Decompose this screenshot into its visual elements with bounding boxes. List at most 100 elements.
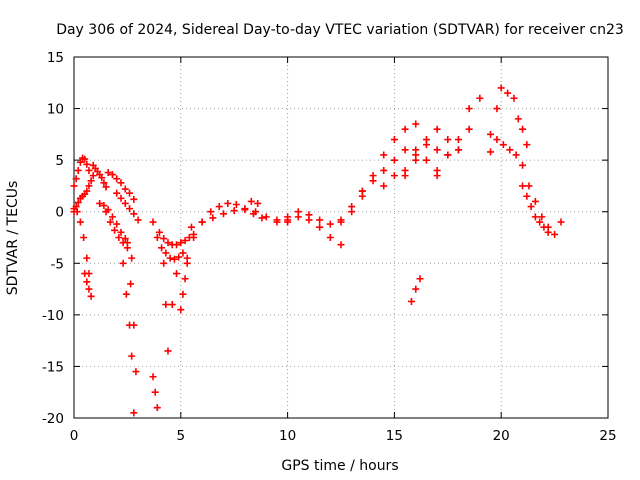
data-point xyxy=(538,213,546,221)
x-tick-label: 15 xyxy=(386,428,403,444)
data-point xyxy=(207,208,215,216)
data-point xyxy=(247,197,255,205)
data-point xyxy=(113,175,121,183)
data-point xyxy=(164,239,172,247)
data-point xyxy=(224,199,232,207)
data-point xyxy=(401,125,409,133)
data-point xyxy=(175,253,183,261)
data-point xyxy=(72,203,80,211)
data-point xyxy=(369,177,377,185)
data-point xyxy=(499,141,507,149)
data-series-track-p xyxy=(177,259,191,314)
data-point xyxy=(510,94,518,102)
data-point xyxy=(390,136,398,144)
data-series-track-t xyxy=(273,213,345,249)
data-point xyxy=(422,156,430,164)
data-point xyxy=(81,270,89,278)
data-point xyxy=(380,182,388,190)
data-point xyxy=(108,171,116,179)
data-point xyxy=(531,197,539,205)
data-point xyxy=(85,166,93,174)
data-series-track-af xyxy=(519,161,565,238)
data-point xyxy=(215,203,223,211)
y-tick-label: 10 xyxy=(47,102,64,118)
data-point xyxy=(168,301,176,309)
data-point xyxy=(476,94,484,102)
data-point xyxy=(380,151,388,159)
data-point xyxy=(113,189,121,197)
data-point xyxy=(316,223,324,231)
y-tick-label: 0 xyxy=(55,205,64,221)
data-point xyxy=(115,234,123,241)
data-series-track-v xyxy=(337,120,420,226)
data-point xyxy=(123,239,131,247)
data-point xyxy=(117,194,125,202)
data-point xyxy=(487,130,495,138)
x-axis-label: GPS time / hours xyxy=(281,458,398,474)
data-series-track-g xyxy=(102,208,136,262)
data-series-track-i xyxy=(113,189,142,224)
data-point xyxy=(119,259,127,267)
data-point xyxy=(181,275,189,283)
data-point xyxy=(230,207,238,215)
data-point xyxy=(117,179,125,187)
data-point xyxy=(232,200,240,208)
data-point xyxy=(401,172,409,180)
data-point xyxy=(179,249,187,257)
data-point xyxy=(130,409,138,417)
data-series-track-d xyxy=(70,172,97,216)
data-point xyxy=(209,214,217,222)
data-series-track-q xyxy=(183,199,266,262)
data-point xyxy=(190,234,198,241)
data-point xyxy=(126,189,134,197)
data-point xyxy=(262,213,270,221)
data-series-track-a xyxy=(70,154,93,190)
data-point xyxy=(153,404,161,412)
data-point xyxy=(132,368,140,376)
data-point xyxy=(514,115,522,123)
x-tick-label: 10 xyxy=(279,428,296,444)
data-point xyxy=(390,172,398,180)
data-point xyxy=(407,297,415,305)
data-point xyxy=(81,155,89,163)
data-series-track-m xyxy=(149,218,187,263)
data-series-track-ab xyxy=(487,84,518,138)
data-point xyxy=(433,125,441,133)
chart-title: Day 306 of 2024, Sidereal Day-to-day VTE… xyxy=(56,22,624,38)
y-axis-label: SDTVAR / TECUs xyxy=(5,181,21,296)
data-point xyxy=(121,235,129,243)
data-point xyxy=(316,216,324,224)
data-point xyxy=(134,216,142,224)
data-series-track-c xyxy=(81,270,95,300)
data-series-track-e xyxy=(89,161,110,191)
data-series-track-z xyxy=(433,105,473,180)
data-point xyxy=(128,352,136,360)
data-point xyxy=(130,321,138,329)
data-point xyxy=(102,208,110,216)
data-point xyxy=(241,206,249,214)
data-point xyxy=(493,136,501,144)
y-tick-label: -20 xyxy=(42,411,64,427)
data-point xyxy=(179,290,187,298)
data-point xyxy=(83,160,91,168)
data-point xyxy=(170,255,178,263)
data-point xyxy=(454,136,462,144)
data-point xyxy=(519,125,527,133)
data-point xyxy=(153,234,161,241)
data-point xyxy=(85,182,93,190)
data-point xyxy=(523,192,531,200)
data-point xyxy=(258,214,266,222)
data-point xyxy=(551,230,559,238)
x-tick-label: 0 xyxy=(70,428,79,444)
data-point xyxy=(70,182,78,190)
data-point xyxy=(70,208,78,216)
data-point xyxy=(525,182,533,190)
data-series-track-u xyxy=(284,192,366,228)
data-point xyxy=(536,218,544,226)
data-series-track-y xyxy=(401,94,484,180)
y-tick-label: -10 xyxy=(42,308,64,324)
data-point xyxy=(121,199,129,207)
data-point xyxy=(160,259,168,267)
